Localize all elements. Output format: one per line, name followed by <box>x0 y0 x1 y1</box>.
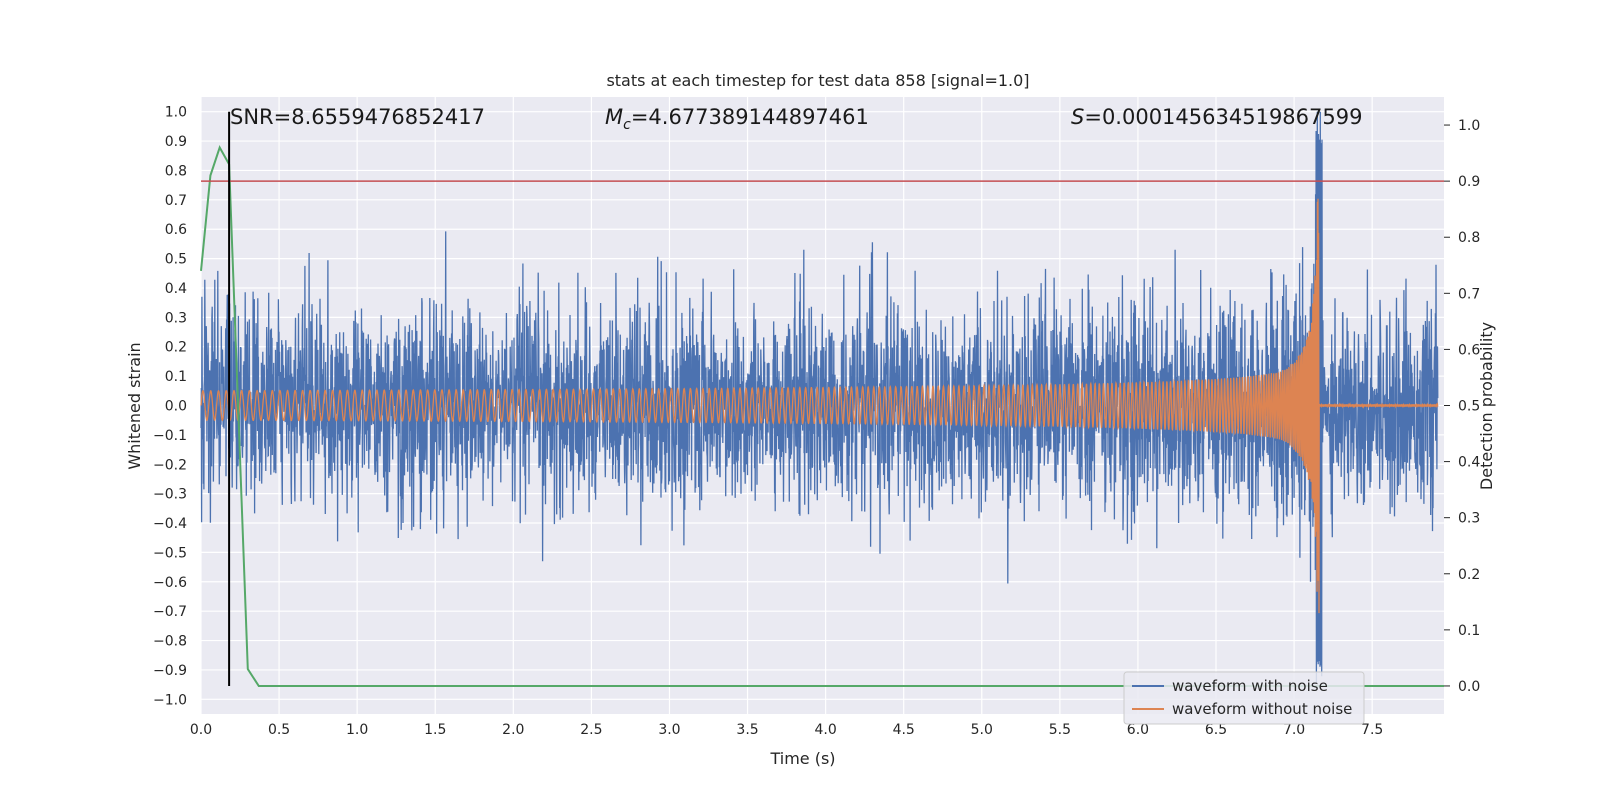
y-tick-label: −0.4 <box>153 516 187 532</box>
y-tick-label: −0.1 <box>153 428 187 444</box>
x-tick-label: 5.0 <box>971 722 993 738</box>
y-tick-label: 0.0 <box>165 399 187 415</box>
y-tick-label: 0.8 <box>165 163 187 179</box>
x-tick-label: 7.0 <box>1283 722 1305 738</box>
x-tick-label: 2.5 <box>580 722 602 738</box>
x-tick-label: 4.0 <box>814 722 836 738</box>
y-axis-label: Whitened strain <box>125 342 144 469</box>
x-tick-label: 0.5 <box>268 722 290 738</box>
detection-probability-line <box>200 145 1444 687</box>
y-tick-label: 0.2 <box>165 340 187 356</box>
right-tick-label: 0.0 <box>1458 679 1480 695</box>
overlays <box>201 111 1444 686</box>
x-tick-label: 1.5 <box>424 722 446 738</box>
chart-title: stats at each timestep for test data 858… <box>606 71 1029 90</box>
right-tick-label: 0.9 <box>1458 174 1480 190</box>
chirp-mass-value: =4.677389144897461 <box>631 105 869 129</box>
y-tick-label: 0.1 <box>165 369 187 385</box>
snr-annotation: SNR=8.6559476852417 <box>230 105 485 129</box>
waveform-without-noise-line <box>200 198 1439 614</box>
y-tick-label: −0.2 <box>153 457 187 473</box>
x-tick-label: 2.0 <box>502 722 524 738</box>
series-waveform-without-noise <box>200 198 1439 614</box>
x-tick-label: 1.0 <box>346 722 368 738</box>
y-tick-label: −0.7 <box>153 604 187 620</box>
y-tick-label: 0.9 <box>165 134 187 150</box>
x-tick-label: 0.0 <box>190 722 212 738</box>
y-tick-label: 0.3 <box>165 310 187 326</box>
right-tick-label: 0.1 <box>1458 623 1480 639</box>
legend-label-clean: waveform without noise <box>1172 700 1352 718</box>
x-tick-label: 6.0 <box>1127 722 1149 738</box>
right-tick-label: 0.8 <box>1458 230 1480 246</box>
y-tick-label: −0.8 <box>153 634 187 650</box>
right-tick-label: 1.0 <box>1458 118 1480 134</box>
y-tick-label: −0.9 <box>153 663 187 679</box>
y-tick-label: −0.6 <box>153 575 187 591</box>
right-tick-label: 0.3 <box>1458 511 1480 527</box>
s-symbol: S <box>1071 105 1084 129</box>
right-tick-label: 0.5 <box>1458 399 1480 415</box>
y-tick-label: 1.0 <box>165 105 187 121</box>
legend-box <box>1123 671 1365 725</box>
right-tick-label: 0.2 <box>1458 567 1480 583</box>
right-tick-label: 0.6 <box>1458 342 1480 358</box>
s-value: =0.000145634519867599 <box>1084 105 1362 129</box>
right-tick-label: 0.7 <box>1458 286 1480 302</box>
chirp-mass-symbol: M <box>605 105 623 129</box>
right-tick-label: 0.4 <box>1458 455 1480 471</box>
y-tick-label: −0.5 <box>153 545 187 561</box>
legend-label-noise: waveform with noise <box>1172 677 1328 695</box>
x-axis-label: Time (s) <box>769 749 835 768</box>
y-tick-label: 0.7 <box>165 193 187 209</box>
legend: waveform with noise waveform without noi… <box>1123 671 1365 725</box>
x-tick-label: 4.5 <box>893 722 915 738</box>
y-tick-label: 0.6 <box>165 222 187 238</box>
right-axis-label: Detection probability <box>1477 322 1496 490</box>
chirp-mass-annotation: Mc=4.677389144897461 <box>605 105 869 133</box>
y-tick-label: −1.0 <box>153 692 187 708</box>
y-tick-label: −0.3 <box>153 487 187 503</box>
series-detection-probability <box>200 145 1444 687</box>
chirp-mass-subscript: c <box>623 117 631 133</box>
y-tick-label: 0.4 <box>165 281 187 297</box>
x-tick-label: 6.5 <box>1205 722 1227 738</box>
s-annotation: S=0.000145634519867599 <box>1071 105 1362 129</box>
right-axis-ticks: 1.0 0.9 0.8 0.7 0.6 0.5 0.4 0.3 0.2 0.1 0.0 <box>1444 118 1480 695</box>
x-tick-label: 5.5 <box>1049 722 1071 738</box>
x-tick-label: 3.0 <box>658 722 680 738</box>
y-tick-label: 0.5 <box>165 252 187 268</box>
y-axis-ticks: 1.0 0.9 0.8 0.7 0.6 0.5 0.4 0.3 0.2 0.1 0.0 −0.1 −0.… <box>153 105 187 709</box>
x-tick-label: 7.5 <box>1361 722 1383 738</box>
x-tick-label: 3.5 <box>736 722 758 738</box>
x-axis-ticks: 0.0 0.5 1.0 1.5 2.0 2.5 3.0 3.5 4.0 4.5 5.0 5.5 6.0 6… <box>190 722 1383 738</box>
